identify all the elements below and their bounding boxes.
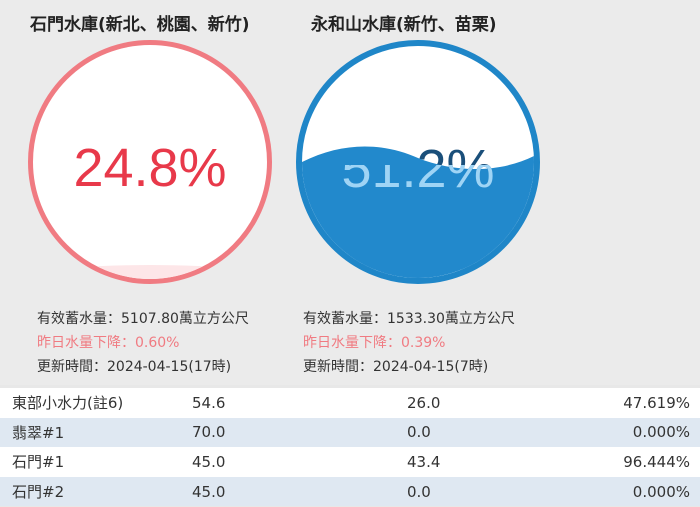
reservoir-panel: 石門水庫(新北、桃園、新竹) 24.8% 有效蓄水量：5107.80萬立方公尺 … — [0, 0, 563, 385]
water-level-gauge: 51.2% 51.2% — [296, 40, 540, 284]
capacity: 70.0 — [180, 417, 395, 448]
storage-volume: 有效蓄水量：5107.80萬立方公尺 — [37, 311, 249, 327]
output: 43.4 — [395, 447, 585, 477]
capacity: 54.6 — [180, 388, 395, 418]
storage-volume: 有效蓄水量：1533.30萬立方公尺 — [303, 311, 515, 327]
water-percent-submerged: 51.2% — [341, 165, 495, 199]
utilization: 47.619% — [585, 388, 700, 418]
water-fill — [33, 265, 267, 279]
update-time: 更新時間：2024-04-15(7時) — [303, 359, 489, 375]
reservoir-title: 永和山水庫(新竹、苗栗) — [311, 15, 497, 35]
utilization: 0.000% — [585, 476, 700, 507]
water-percent: 24.8% — [73, 138, 227, 198]
reservoir-card-shimen[interactable]: 石門水庫(新北、桃園、新竹) 24.8% 有效蓄水量：5107.80萬立方公尺 … — [0, 0, 280, 385]
daily-change: 昨日水量下降：0.39% — [303, 335, 446, 351]
unit-name: 石門#2 — [0, 476, 180, 507]
unit-name: 東部小水力(註6) — [0, 388, 180, 418]
water-percent-overlay: 51.2% — [302, 165, 534, 278]
table-row: 翡翠#1 70.0 0.0 0.000% — [0, 417, 700, 448]
utilization: 0.000% — [585, 417, 700, 448]
unit-name: 翡翠#1 — [0, 417, 180, 448]
wave-shape — [302, 146, 534, 180]
reservoir-card-yonghe[interactable]: 永和山水庫(新竹、苗栗) 51.2% 51.2% 有效蓄水量：1533.30萬立… — [283, 0, 563, 385]
daily-change: 昨日水量下降：0.60% — [37, 335, 180, 351]
table-row: 石門#1 45.0 43.4 96.444% — [0, 447, 700, 477]
update-time: 更新時間：2024-04-15(17時) — [37, 359, 232, 375]
reservoir-info: 有效蓄水量：1533.30萬立方公尺 昨日水量下降：0.39% 更新時間：202… — [303, 307, 515, 379]
unit-name: 石門#1 — [0, 447, 180, 477]
reservoir-info: 有效蓄水量：5107.80萬立方公尺 昨日水量下降：0.60% 更新時間：202… — [37, 307, 249, 379]
output: 0.0 — [395, 417, 585, 448]
capacity: 45.0 — [180, 447, 395, 477]
table-row: 石門#2 45.0 0.0 0.000% — [0, 476, 700, 507]
output: 0.0 — [395, 476, 585, 507]
generation-table: 東部小水力(註6) 54.6 26.0 47.619% 翡翠#1 70.0 0.… — [0, 388, 700, 507]
utilization: 96.444% — [585, 447, 700, 477]
water-level-gauge: 24.8% — [28, 40, 272, 284]
reservoir-title: 石門水庫(新北、桃園、新竹) — [30, 15, 250, 35]
output: 26.0 — [395, 388, 585, 418]
table-row: 東部小水力(註6) 54.6 26.0 47.619% — [0, 388, 700, 418]
water-fill — [302, 179, 534, 278]
capacity: 45.0 — [180, 476, 395, 507]
